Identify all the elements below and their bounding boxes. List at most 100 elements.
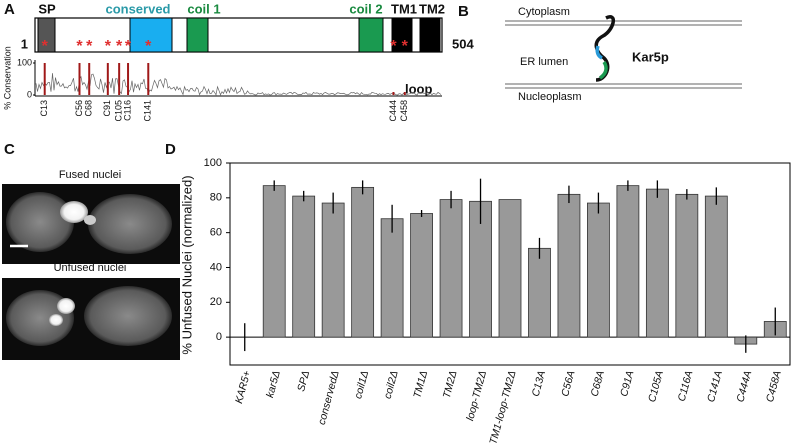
residue-label: C116 bbox=[122, 100, 132, 121]
bar bbox=[262, 185, 286, 338]
bar bbox=[380, 218, 404, 338]
bar bbox=[704, 195, 728, 338]
domain-label: coil 1 bbox=[187, 1, 220, 16]
nucleus bbox=[57, 298, 75, 314]
cell bbox=[84, 286, 172, 346]
cysteine-marker: * bbox=[390, 38, 397, 55]
y-axis-label: % Unfused Nuclei (normalized) bbox=[179, 175, 194, 354]
cysteine-marker: * bbox=[76, 38, 83, 55]
bar bbox=[292, 195, 316, 338]
x-tick-label: SPΔ bbox=[295, 369, 312, 392]
panel-c: C Fused nuclei Unfused nuclei bbox=[2, 141, 180, 360]
bar bbox=[557, 193, 581, 338]
bar bbox=[616, 185, 640, 338]
domain bbox=[129, 17, 173, 53]
y-label: % Conservation bbox=[2, 46, 12, 110]
domain-label: SP bbox=[38, 1, 56, 16]
residue-label: C458 bbox=[399, 100, 409, 122]
protein-label: Kar5p bbox=[632, 49, 669, 64]
plot-frame bbox=[229, 162, 791, 366]
bar bbox=[528, 247, 551, 338]
x-tick-label: C116A bbox=[676, 369, 696, 402]
bar bbox=[321, 202, 345, 338]
y-tick-label: 0 bbox=[216, 331, 222, 343]
x-tick-label: C13A bbox=[530, 369, 548, 397]
domain bbox=[37, 17, 56, 53]
residue-label: C141 bbox=[143, 100, 153, 122]
kar5p-conserved bbox=[595, 45, 603, 60]
x-tick-label: TM1-loop-TM2Δ bbox=[487, 369, 518, 445]
domain bbox=[186, 17, 209, 53]
start-label: 1 bbox=[21, 36, 28, 51]
residue-label: C105 bbox=[114, 100, 124, 122]
y-tick-label: 100 bbox=[17, 57, 32, 67]
x-tick-label: C458A bbox=[764, 369, 784, 403]
panel-d: D % Unfused Nuclei (normalized) bbox=[165, 141, 194, 355]
cell bbox=[6, 290, 74, 346]
kar5p-coil bbox=[598, 61, 608, 80]
cysteine-marker: * bbox=[125, 38, 132, 55]
residue-label: C56 bbox=[74, 100, 84, 117]
y-tick-label: 40 bbox=[210, 261, 222, 273]
bar bbox=[439, 199, 463, 338]
nucleus bbox=[60, 201, 88, 223]
panel-letter: A bbox=[4, 1, 15, 18]
x-tick-label: C105A bbox=[646, 369, 666, 403]
nucleoplasm-label: Nucleoplasm bbox=[518, 91, 582, 103]
y-tick-label: 100 bbox=[204, 157, 222, 169]
panel-letter: C bbox=[4, 141, 15, 158]
x-tick-label: C68A bbox=[589, 369, 607, 397]
domain bbox=[358, 17, 384, 53]
cysteine-marker: * bbox=[402, 38, 409, 55]
x-tick-label: C91A bbox=[618, 369, 636, 397]
image-title: Fused nuclei bbox=[59, 169, 121, 181]
residue-label: C68 bbox=[84, 100, 94, 117]
panel-letter: B bbox=[458, 3, 469, 20]
x-tick-label: loop-TM2Δ bbox=[464, 369, 489, 422]
bar bbox=[498, 199, 522, 338]
cysteine-marker: * bbox=[116, 38, 123, 55]
x-tick-label: kar5Δ bbox=[264, 369, 283, 399]
conservation-trace bbox=[35, 73, 442, 96]
residue-label: C444 bbox=[388, 100, 398, 122]
x-tick-label: C444A bbox=[734, 369, 754, 403]
x-tick-label: coil2Δ bbox=[382, 369, 401, 400]
nucleus bbox=[84, 215, 96, 225]
x-tick-label: C56A bbox=[559, 369, 577, 397]
x-tick-label: conservedΔ bbox=[316, 369, 342, 426]
x-tick-label: TM1Δ bbox=[411, 369, 430, 399]
residue-label: C91 bbox=[102, 100, 112, 117]
domain bbox=[391, 17, 413, 53]
domain-label: TM1 bbox=[391, 1, 417, 16]
panel-letter: D bbox=[165, 141, 176, 158]
end-label: 504 bbox=[452, 36, 474, 51]
cysteine-marker: * bbox=[145, 38, 152, 55]
x-tick-label: TM2Δ bbox=[441, 369, 460, 399]
cell bbox=[88, 194, 172, 254]
cell bbox=[6, 192, 74, 252]
y-tick-label: 20 bbox=[210, 296, 222, 308]
x-tick-label: coil1Δ bbox=[352, 369, 371, 400]
bar bbox=[587, 202, 610, 338]
x-tick-label: C141A bbox=[705, 369, 725, 403]
x-tick-label: KAR5+ bbox=[233, 369, 253, 405]
bar bbox=[351, 186, 375, 338]
cysteine-marker: * bbox=[105, 38, 112, 55]
lumen-label: ER lumen bbox=[520, 56, 568, 68]
y-tick-label: 80 bbox=[210, 192, 222, 204]
residue-label: C13 bbox=[39, 100, 49, 117]
domain-label: TM2 bbox=[419, 1, 445, 16]
cysteine-marker: * bbox=[42, 38, 49, 55]
domain-label: coil 2 bbox=[349, 1, 382, 16]
domain bbox=[419, 17, 441, 53]
nucleus bbox=[49, 314, 63, 326]
y-tick-label: 0 bbox=[27, 89, 32, 99]
image-title: Unfused nuclei bbox=[54, 262, 127, 274]
bar bbox=[645, 188, 669, 338]
cysteine-marker: * bbox=[86, 38, 93, 55]
y-tick-label: 60 bbox=[210, 227, 222, 239]
cytoplasm-label: Cytoplasm bbox=[518, 6, 570, 18]
domain-label: conserved bbox=[105, 1, 170, 16]
bar bbox=[410, 213, 433, 338]
